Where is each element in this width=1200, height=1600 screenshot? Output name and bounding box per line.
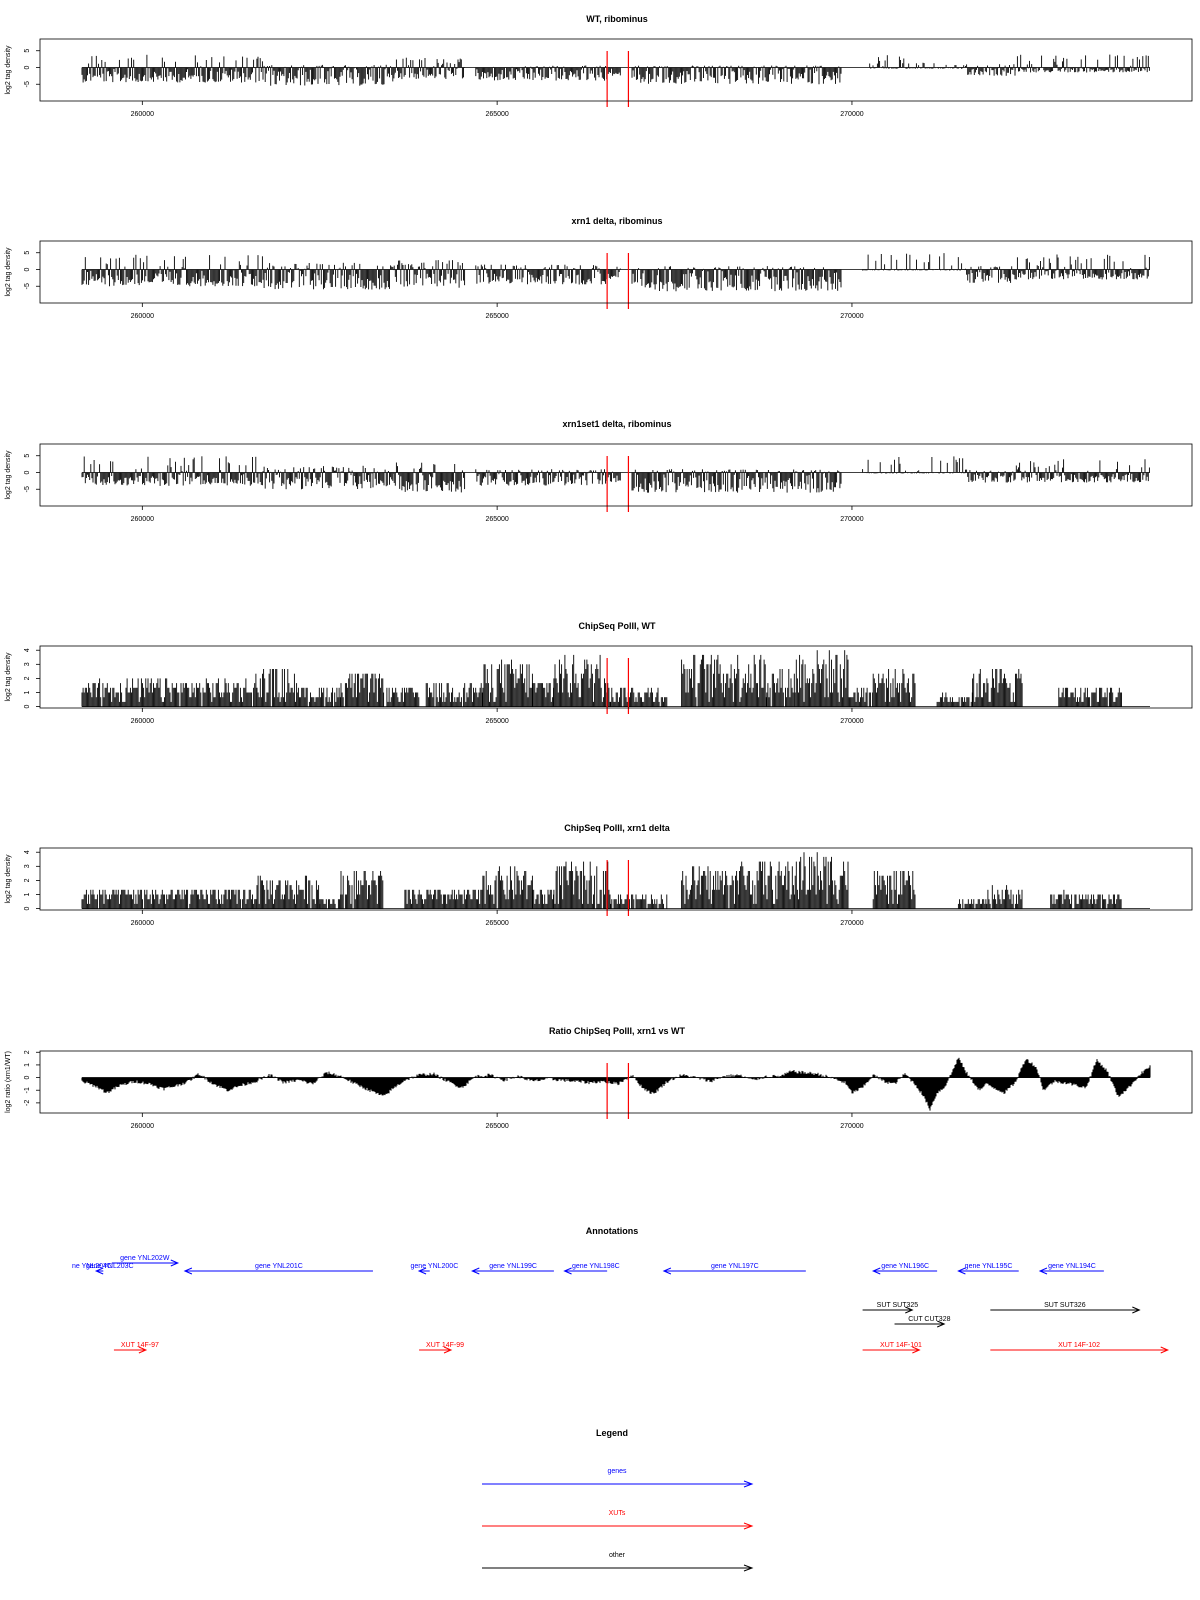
data-marks	[81, 54, 1150, 86]
track-panel: Ratio ChipSeq PolII, xrn1 vs WT log2 rati…	[5, 1026, 1193, 1130]
x-tick-label: 265000	[485, 920, 508, 927]
data-marks	[81, 852, 1122, 909]
panel-title: WT, ribominus	[586, 14, 648, 24]
panel-title: xrn1 delta, ribominus	[571, 216, 662, 226]
y-tick-label: 0	[24, 705, 31, 709]
x-tick-label: 260000	[131, 718, 154, 725]
plot-frame	[39, 645, 1193, 709]
x-tick-label: 260000	[131, 111, 154, 118]
panel-title: Ratio ChipSeq PolII, xrn1 vs WT	[549, 1026, 686, 1036]
plot-frame	[39, 847, 1193, 911]
track-panel: ChipSeq PolII, xrn1 delta log2 tag densit…	[5, 823, 1193, 927]
plot-frame	[39, 38, 1193, 102]
panel-title: ChipSeq PolII, WT	[579, 621, 656, 631]
y-tick-label: 3	[24, 864, 31, 868]
y-tick-label: -5	[24, 81, 31, 87]
y-tick-label: 4	[24, 648, 31, 652]
x-tick-label: 265000	[485, 516, 508, 523]
data-marks	[81, 650, 1122, 707]
y-tick-label: 2	[24, 676, 31, 680]
x-tick-label: 270000	[840, 718, 863, 725]
data-marks	[81, 253, 1150, 292]
y-tick-label: 0	[24, 907, 31, 911]
x-tick-label: 270000	[840, 920, 863, 927]
panel-title: xrn1set1 delta, ribominus	[562, 419, 671, 429]
plot-frame	[39, 240, 1193, 304]
y-axis-label: log2 tag density	[5, 854, 12, 904]
y-tick-label: 5	[24, 49, 31, 53]
y-axis-label: log2 tag density	[5, 652, 12, 702]
plot-frame	[39, 443, 1193, 507]
x-tick-label: 265000	[485, 718, 508, 725]
x-tick-label: 270000	[840, 313, 863, 320]
y-tick-label: 0	[24, 470, 31, 474]
y-axis-label: log2 ratio (xrn1/WT)	[5, 1051, 12, 1113]
y-axis-label: log2 tag density	[5, 45, 12, 95]
y-tick-label: 1	[24, 690, 31, 694]
x-tick-label: 270000	[840, 516, 863, 523]
x-tick-label: 265000	[485, 111, 508, 118]
x-tick-label: 260000	[131, 313, 154, 320]
x-tick-label: 260000	[131, 516, 154, 523]
y-tick-label: 0	[24, 267, 31, 271]
y-tick-label: 2	[24, 878, 31, 882]
track-panels: WT, ribominus log2 tag density -5 0 5 260000 2…	[5, 14, 1193, 1130]
y-tick-label: 5	[24, 454, 31, 458]
data-marks	[81, 1057, 1151, 1111]
y-tick-label: -5	[24, 486, 31, 492]
y-tick-label: 1	[24, 892, 31, 896]
panel-title: ChipSeq PolII, xrn1 delta	[564, 823, 671, 833]
track-panel: xrn1set1 delta, ribominus log2 tag densit…	[5, 419, 1193, 523]
y-tick-label: -5	[24, 283, 31, 289]
y-tick-label: 0	[24, 65, 31, 69]
track-panel: xrn1 delta, ribominus log2 tag density -5 0…	[5, 216, 1193, 320]
x-tick-label: 260000	[131, 920, 154, 927]
x-tick-label: 265000	[485, 313, 508, 320]
track-panel: ChipSeq PolII, WT log2 tag density 0 1 2 3 4 26…	[5, 621, 1193, 725]
track-panel: WT, ribominus log2 tag density -5 0 5 260000 2…	[5, 14, 1193, 118]
y-tick-label: 3	[24, 662, 31, 666]
y-tick-label: 4	[24, 850, 31, 854]
data-marks	[81, 456, 1150, 493]
x-tick-label: 270000	[840, 111, 863, 118]
y-axis-label: log2 tag density	[5, 247, 12, 297]
y-axis-label: log2 tag density	[5, 450, 12, 500]
y-tick-label: 5	[24, 251, 31, 255]
